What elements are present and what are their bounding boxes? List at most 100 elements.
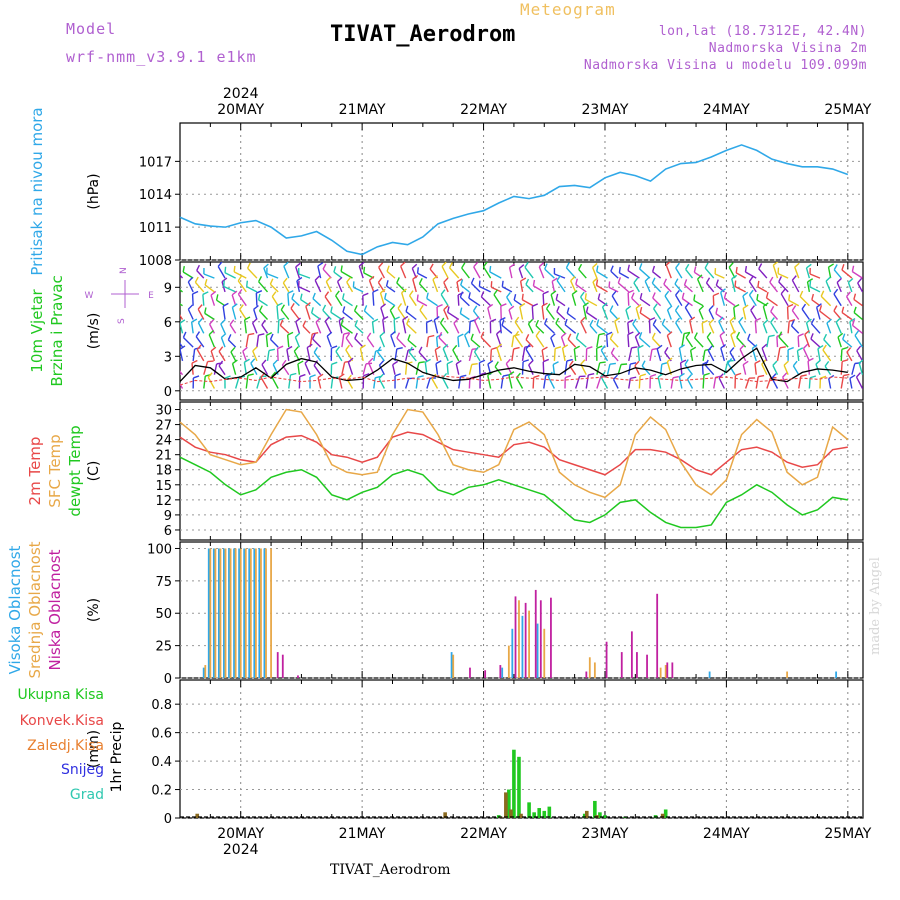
wind-barb bbox=[777, 272, 789, 279]
wind-barb bbox=[187, 308, 194, 320]
wind-barb-flag bbox=[322, 304, 327, 311]
wind-barb-flag bbox=[258, 276, 263, 282]
wind-barb bbox=[754, 320, 757, 334]
wind-barb-flag bbox=[455, 359, 462, 365]
wind-barb-flag bbox=[680, 359, 687, 364]
wind-barb-flag bbox=[197, 304, 203, 310]
wind-barb bbox=[702, 375, 705, 389]
wind-barb bbox=[187, 281, 194, 293]
convective-precip-bar bbox=[195, 813, 200, 818]
wind-barb bbox=[464, 334, 471, 348]
wind-barb bbox=[652, 297, 662, 307]
wind-barb-flag bbox=[456, 278, 463, 283]
wind-barb bbox=[524, 266, 534, 279]
low-cloud-bar bbox=[671, 662, 674, 678]
wind-barb bbox=[596, 324, 608, 334]
wind-barb bbox=[282, 282, 290, 293]
units-label: (%) bbox=[86, 598, 102, 622]
wind-barb-flag bbox=[729, 347, 735, 353]
low-cloud-bar bbox=[620, 652, 623, 678]
wind-barb bbox=[456, 281, 460, 293]
wind-barb-flag bbox=[175, 332, 178, 337]
wind-barb-flag bbox=[453, 318, 459, 324]
wind-barb bbox=[543, 375, 547, 389]
wind-barb-flag bbox=[363, 266, 366, 273]
wind-barb-flag bbox=[354, 332, 358, 339]
wind-barb bbox=[734, 285, 746, 293]
wind-barb bbox=[635, 307, 641, 320]
wind-barb bbox=[208, 334, 216, 348]
legend-graupel: Grad bbox=[70, 787, 104, 803]
y-tick-label: 25 bbox=[155, 640, 172, 655]
wind-barb-flag bbox=[239, 304, 244, 310]
y-tick-label: 6 bbox=[164, 524, 172, 539]
wind-barb-flag bbox=[633, 277, 639, 284]
wind-barb bbox=[295, 266, 301, 279]
wind-barb-flag bbox=[665, 262, 671, 266]
wind-barb-flag bbox=[441, 262, 447, 267]
wind-barb bbox=[833, 269, 842, 279]
wind-barb-flag bbox=[584, 293, 587, 300]
wind-barb bbox=[417, 272, 428, 279]
wind-barb bbox=[245, 375, 249, 389]
high-cloud-bar bbox=[253, 548, 256, 678]
wind-barb bbox=[474, 320, 481, 334]
wind-barb bbox=[835, 321, 842, 334]
wind-barb bbox=[585, 298, 598, 307]
wind-barb bbox=[627, 322, 630, 334]
wind-barb bbox=[431, 378, 439, 389]
pressure-axis-label: Pritisak na nivou mora bbox=[28, 107, 46, 275]
wind-barb bbox=[196, 270, 205, 279]
wind-barb-flag bbox=[630, 376, 637, 380]
wind-barb bbox=[657, 376, 662, 389]
wind-barb bbox=[242, 350, 247, 362]
wind-barb-flag bbox=[314, 275, 320, 281]
wind-barb bbox=[197, 322, 205, 334]
bottom-axis-label: 21MAY bbox=[339, 826, 386, 842]
wind-barb bbox=[378, 378, 386, 389]
wind-barb bbox=[345, 337, 354, 348]
wind-barb-flag bbox=[268, 348, 275, 352]
wind-barb-flag bbox=[742, 304, 749, 309]
y-tick-label: 9 bbox=[164, 281, 172, 296]
wind-barb-flag bbox=[337, 276, 343, 282]
wind-barb-flag bbox=[173, 279, 175, 285]
low-cloud-bar bbox=[539, 600, 542, 678]
wind-barb bbox=[797, 336, 800, 348]
wind-barb-flag bbox=[851, 265, 855, 272]
wind-barb bbox=[380, 307, 386, 320]
wind-barb-flag bbox=[744, 265, 748, 273]
wind-barb bbox=[665, 264, 672, 279]
wind-barb bbox=[196, 349, 205, 362]
low-cloud-bar bbox=[276, 652, 279, 678]
wind-barb-flag bbox=[600, 345, 606, 351]
wind-barb bbox=[545, 308, 555, 320]
wind-barb bbox=[379, 292, 386, 306]
wind-barb-flag bbox=[689, 316, 696, 322]
wind-barb-flag bbox=[693, 266, 697, 273]
wind-barb bbox=[547, 376, 556, 389]
wind-barb bbox=[401, 292, 407, 306]
wind-barb bbox=[432, 279, 439, 293]
wind-barb bbox=[809, 273, 821, 279]
wind-barb-flag bbox=[368, 275, 375, 281]
bottom-axis-year: 2024 bbox=[223, 842, 259, 858]
wind-barb bbox=[853, 311, 863, 321]
wind-barb bbox=[707, 350, 715, 362]
wind-barb bbox=[190, 321, 194, 334]
wind-barb-flag bbox=[297, 360, 304, 365]
wind-barb-flag bbox=[525, 278, 530, 285]
y-tick-label: 1008 bbox=[139, 254, 172, 269]
wind-barb bbox=[233, 271, 247, 279]
wind-barb bbox=[682, 298, 693, 307]
wind-barb bbox=[277, 320, 280, 334]
wind-barb bbox=[605, 334, 609, 348]
wind-barb bbox=[578, 269, 587, 279]
wind-barb bbox=[606, 364, 611, 375]
wind-barb-flag bbox=[625, 305, 632, 311]
wind-barb bbox=[619, 272, 630, 279]
wind-barb bbox=[551, 281, 556, 293]
wind-barb-flag bbox=[471, 362, 478, 366]
wind-barb-flag bbox=[207, 372, 213, 378]
wind-barb bbox=[223, 285, 236, 293]
